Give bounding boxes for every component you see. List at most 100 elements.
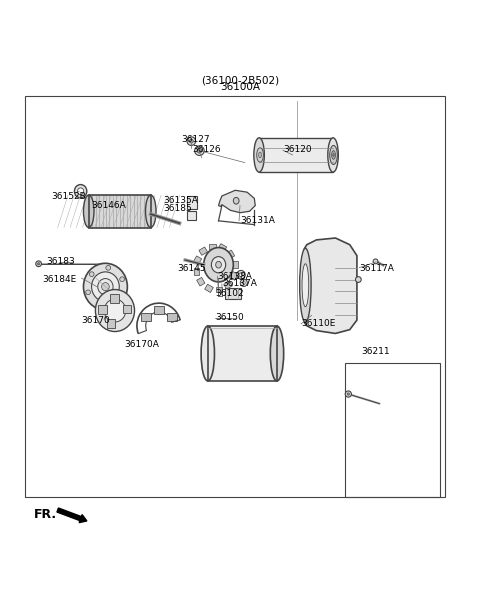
Ellipse shape — [120, 277, 124, 282]
Bar — [141, 312, 151, 321]
Ellipse shape — [373, 259, 378, 264]
Ellipse shape — [96, 290, 134, 332]
Bar — [187, 211, 196, 220]
Ellipse shape — [233, 197, 239, 204]
Ellipse shape — [104, 299, 126, 322]
Bar — [204, 284, 213, 293]
Text: 36146A: 36146A — [91, 201, 126, 210]
Bar — [123, 305, 132, 313]
Text: (36100-2B502): (36100-2B502) — [201, 75, 279, 85]
Text: 36145: 36145 — [177, 264, 205, 273]
Ellipse shape — [98, 279, 113, 295]
Ellipse shape — [356, 277, 361, 282]
Text: 36102: 36102 — [215, 290, 244, 299]
Bar — [208, 326, 277, 381]
Ellipse shape — [302, 264, 309, 307]
Ellipse shape — [201, 326, 215, 381]
Text: 36135A: 36135A — [164, 196, 199, 205]
Ellipse shape — [86, 290, 91, 295]
Bar — [224, 281, 232, 289]
Ellipse shape — [347, 393, 349, 396]
Text: FR.: FR. — [34, 508, 57, 521]
Bar — [194, 268, 199, 275]
Text: 36138A: 36138A — [217, 272, 252, 281]
Bar — [259, 138, 333, 172]
Ellipse shape — [240, 279, 247, 287]
Ellipse shape — [74, 185, 87, 198]
Ellipse shape — [270, 326, 284, 381]
Ellipse shape — [106, 265, 111, 270]
Text: 36183: 36183 — [47, 258, 75, 266]
Bar — [107, 320, 116, 328]
Ellipse shape — [84, 263, 127, 310]
Ellipse shape — [300, 248, 311, 322]
Ellipse shape — [92, 272, 119, 302]
Bar — [208, 326, 277, 381]
Ellipse shape — [98, 303, 103, 308]
Ellipse shape — [257, 148, 264, 162]
Text: 36185: 36185 — [164, 205, 192, 213]
Polygon shape — [304, 238, 357, 334]
Ellipse shape — [242, 281, 245, 284]
Ellipse shape — [204, 247, 233, 282]
Bar — [98, 305, 107, 314]
Ellipse shape — [195, 146, 204, 155]
Ellipse shape — [328, 138, 338, 172]
Ellipse shape — [116, 298, 120, 303]
Bar — [110, 294, 119, 303]
Ellipse shape — [239, 273, 243, 277]
Bar — [227, 250, 235, 259]
Bar — [209, 244, 216, 249]
Text: 36131A: 36131A — [240, 216, 275, 225]
Text: 36117A: 36117A — [360, 264, 394, 273]
Bar — [199, 247, 207, 255]
Ellipse shape — [36, 261, 41, 267]
Text: 36110E: 36110E — [301, 320, 336, 329]
Ellipse shape — [37, 262, 40, 265]
Ellipse shape — [190, 139, 193, 143]
Ellipse shape — [77, 188, 84, 194]
Text: 36152B: 36152B — [51, 191, 86, 200]
Text: 36100A: 36100A — [220, 82, 260, 92]
Text: 36184E: 36184E — [42, 275, 76, 284]
Ellipse shape — [84, 195, 94, 228]
Text: 36137A: 36137A — [222, 279, 257, 288]
Bar — [89, 195, 151, 228]
Text: 36127: 36127 — [182, 135, 210, 144]
Text: 36126: 36126 — [192, 144, 221, 154]
Polygon shape — [218, 190, 255, 213]
Bar — [216, 287, 222, 293]
Ellipse shape — [332, 150, 336, 160]
Bar — [197, 278, 205, 286]
Ellipse shape — [145, 195, 156, 228]
Bar — [218, 244, 227, 252]
Text: 36120: 36120 — [283, 144, 312, 154]
Ellipse shape — [333, 154, 334, 157]
Text: 36150: 36150 — [215, 313, 244, 322]
Text: 36170: 36170 — [82, 315, 110, 324]
Bar — [89, 195, 151, 228]
Ellipse shape — [237, 270, 245, 279]
Bar — [193, 256, 202, 264]
Ellipse shape — [259, 152, 262, 158]
Bar — [187, 196, 197, 209]
Bar — [25, 96, 445, 497]
Ellipse shape — [187, 137, 196, 146]
Bar — [345, 363, 441, 497]
Ellipse shape — [254, 138, 264, 172]
Text: 36211: 36211 — [362, 347, 390, 356]
Ellipse shape — [345, 391, 351, 397]
Ellipse shape — [330, 146, 337, 164]
Bar — [167, 312, 177, 321]
Bar — [232, 261, 238, 268]
Bar — [154, 306, 164, 314]
Bar — [230, 272, 238, 281]
Ellipse shape — [211, 256, 226, 273]
Ellipse shape — [102, 282, 109, 291]
Text: 36170A: 36170A — [124, 340, 159, 349]
Bar — [225, 288, 241, 299]
Ellipse shape — [216, 261, 221, 268]
FancyArrow shape — [57, 508, 87, 523]
Ellipse shape — [89, 272, 94, 276]
Ellipse shape — [197, 148, 202, 153]
